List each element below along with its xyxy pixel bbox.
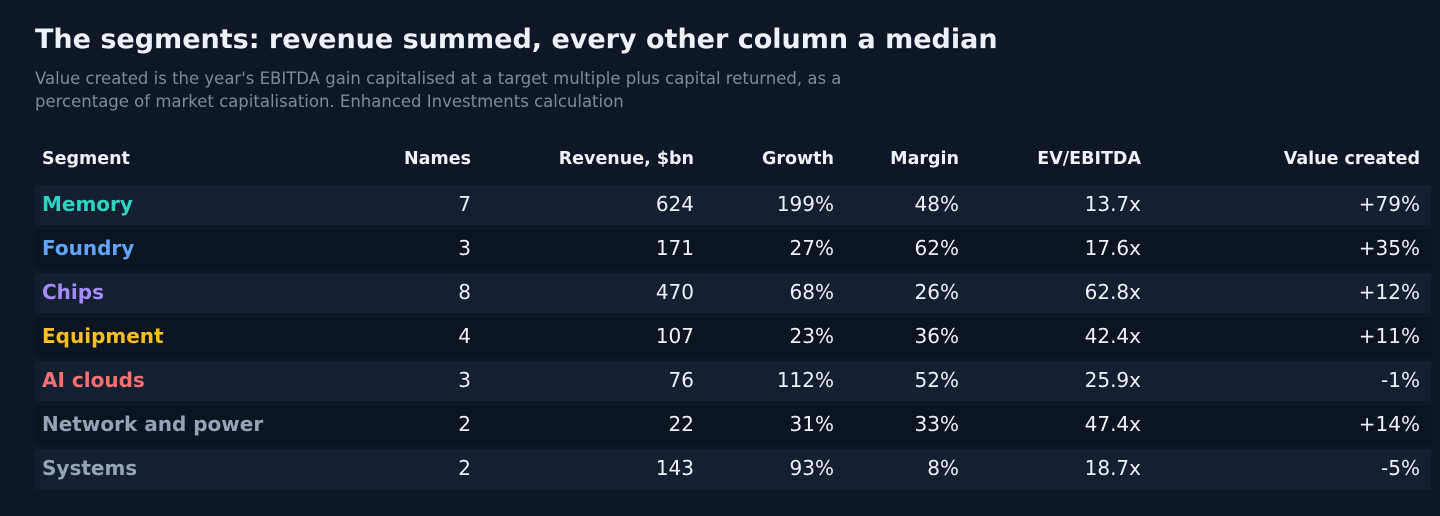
header-revenue: Revenue, $bn (558, 149, 694, 169)
segment-name: Network and power (42, 412, 264, 436)
revenue-value: 143 (655, 456, 694, 480)
revenue-value: 171 (655, 236, 694, 260)
page-title: The segments: revenue summed, every othe… (35, 24, 998, 55)
margin-value: 52% (914, 368, 959, 392)
revenue-value: 22 (668, 412, 694, 436)
table-row: Foundry 3 171 27% 62% 17.6x +35% (35, 229, 1431, 269)
ev-ebitda-value: 47.4x (1084, 412, 1141, 436)
segment-name: Equipment (42, 324, 164, 348)
margin-value: 8% (927, 456, 959, 480)
names-count: 8 (458, 280, 471, 304)
ev-ebitda-value: 42.4x (1084, 324, 1141, 348)
ev-ebitda-value: 17.6x (1084, 236, 1141, 260)
value-created-value: +11% (1358, 324, 1420, 348)
page-subtitle: Value created is the year's EBITDA gain … (35, 69, 842, 111)
growth-value: 68% (789, 280, 834, 304)
value-created-value: +79% (1358, 192, 1420, 216)
revenue-value: 470 (655, 280, 694, 304)
header-names: Names (404, 149, 471, 169)
table-row: AI clouds 3 76 112% 52% 25.9x -1% (35, 361, 1431, 401)
segment-name: Foundry (42, 236, 135, 260)
names-count: 2 (458, 456, 471, 480)
table-row: Memory 7 624 199% 48% 13.7x +79% (35, 185, 1431, 225)
table-row: Systems 2 143 93% 8% 18.7x -5% (35, 449, 1431, 489)
value-created-value: +14% (1358, 412, 1420, 436)
ev-ebitda-value: 18.7x (1084, 456, 1141, 480)
ev-ebitda-value: 62.8x (1084, 280, 1141, 304)
segments-table: Segment Names Revenue, $bn Growth Margin… (35, 137, 1431, 493)
names-count: 3 (458, 368, 471, 392)
growth-value: 199% (776, 192, 834, 216)
growth-value: 23% (789, 324, 834, 348)
table-row: Chips 8 470 68% 26% 62.8x +12% (35, 273, 1431, 313)
ev-ebitda-value: 13.7x (1084, 192, 1141, 216)
revenue-value: 107 (655, 324, 694, 348)
table-row: Equipment 4 107 23% 36% 42.4x +11% (35, 317, 1431, 357)
table-body: Memory 7 624 199% 48% 13.7x +79% Foundry 3 171 27%… (35, 185, 1431, 489)
names-count: 3 (458, 236, 471, 260)
header-ev-ebitda: EV/EBITDA (1037, 149, 1141, 169)
header-growth: Growth (761, 149, 834, 169)
margin-value: 62% (914, 236, 959, 260)
header-value-created: Value created (1283, 149, 1420, 169)
value-created-value: -5% (1381, 456, 1420, 480)
header-segment: Segment (42, 149, 130, 169)
header-margin: Margin (890, 149, 959, 169)
table-row: Network and power 2 22 31% 33% 47.4x +14% (35, 405, 1431, 445)
value-created-value: -1% (1381, 368, 1420, 392)
growth-value: 112% (776, 368, 834, 392)
revenue-value: 76 (668, 368, 694, 392)
value-created-value: +12% (1358, 280, 1420, 304)
segment-name: Chips (42, 280, 104, 304)
names-count: 4 (458, 324, 471, 348)
margin-value: 33% (914, 412, 959, 436)
segment-name: Memory (42, 192, 133, 216)
margin-value: 26% (914, 280, 959, 304)
growth-value: 31% (789, 412, 834, 436)
value-created-value: +35% (1358, 236, 1420, 260)
growth-value: 27% (789, 236, 834, 260)
ev-ebitda-value: 25.9x (1084, 368, 1141, 392)
margin-value: 36% (914, 324, 959, 348)
segment-name: AI clouds (42, 368, 145, 392)
names-count: 7 (458, 192, 471, 216)
growth-value: 93% (789, 456, 834, 480)
margin-value: 48% (914, 192, 959, 216)
segment-name: Systems (42, 456, 138, 480)
table-header-row: Segment Names Revenue, $bn Growth Margin… (35, 137, 1431, 185)
revenue-value: 624 (655, 192, 694, 216)
names-count: 2 (458, 412, 471, 436)
